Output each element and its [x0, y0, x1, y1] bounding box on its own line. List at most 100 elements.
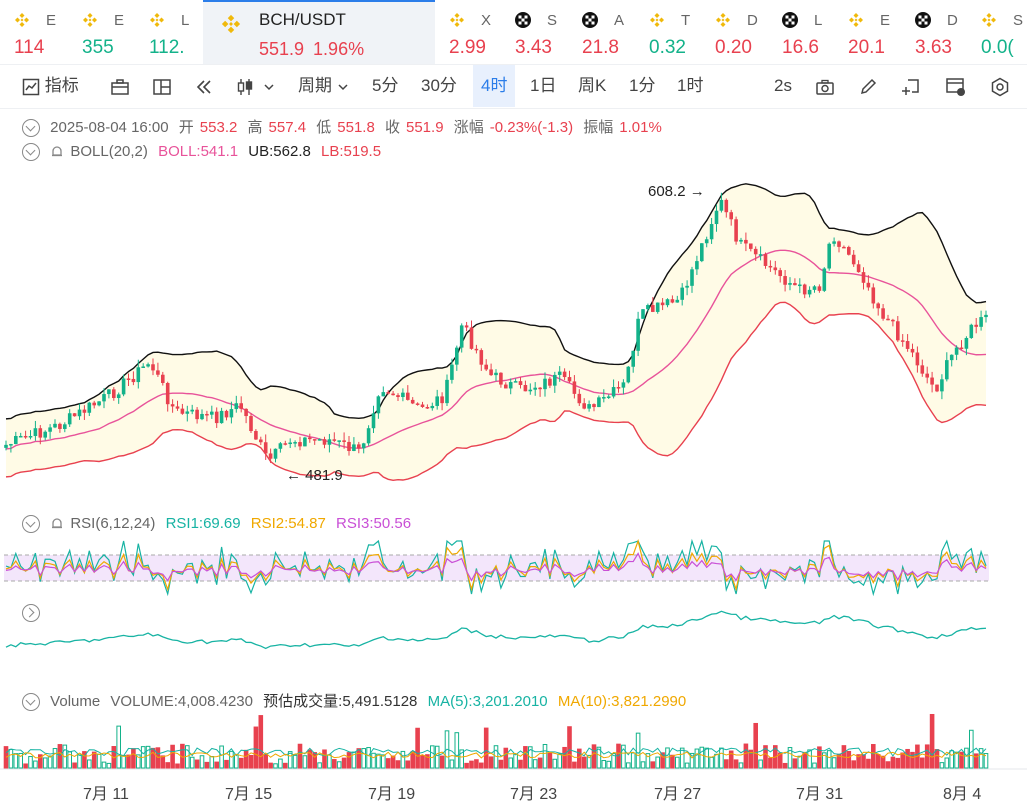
interval-4[interactable]: 周K — [578, 76, 607, 95]
interval-3[interactable]: 1日 — [530, 76, 557, 95]
boll-lower-line — [5, 301, 987, 481]
volume-bar — [322, 749, 327, 769]
binance-icon — [149, 12, 165, 28]
volume-bar — [33, 760, 38, 769]
low-value: 551.8 — [337, 119, 375, 136]
screenshot-button[interactable] — [815, 73, 835, 99]
ticker-12[interactable]: S 0.0( — [967, 0, 1027, 64]
candle-body — [881, 308, 885, 319]
candle-body — [729, 212, 733, 220]
ticker-7[interactable]: T 0.32 — [635, 0, 701, 64]
candle-body — [415, 403, 420, 405]
settings-button[interactable] — [990, 73, 1010, 99]
candle-body — [626, 366, 631, 383]
interval-5[interactable]: 1分 — [629, 76, 656, 95]
interval-1[interactable]: 30分 — [421, 76, 457, 95]
candle-body — [611, 387, 616, 397]
volume-bar — [650, 761, 656, 769]
candle-body — [4, 444, 8, 448]
candle-body — [646, 305, 650, 310]
ticker-10[interactable]: E 20.1 — [834, 0, 901, 64]
boll-band-fill — [6, 183, 986, 481]
volume-bar — [542, 743, 548, 769]
candle-body — [352, 444, 356, 452]
layout-button[interactable] — [110, 73, 130, 99]
ticker-price-value: 20.1 — [848, 37, 885, 58]
expand-icon[interactable] — [22, 604, 40, 623]
collapse-icon[interactable] — [22, 143, 40, 162]
ticker-8[interactable]: D 0.20 — [701, 0, 768, 64]
rsi2-value: RSI2:54.87 — [250, 515, 326, 532]
volume-value: VOLUME:4,008.4230 — [110, 693, 253, 710]
ticker-9[interactable]: L 16.6 — [768, 0, 834, 64]
candle-body — [670, 299, 675, 303]
volume-bar — [577, 748, 582, 769]
volume-bar — [410, 751, 415, 769]
collapse-icon[interactable] — [22, 693, 40, 712]
volume-bar — [150, 747, 156, 769]
volume-bar — [390, 755, 396, 769]
bell-icon[interactable] — [50, 145, 64, 159]
ticker-2[interactable]: L 112. — [135, 0, 203, 64]
ticker-0[interactable]: E 114 — [0, 0, 68, 64]
ticker-3[interactable]: BCH/USDT 551.9 1.96% — [203, 0, 435, 64]
candle-body — [744, 239, 748, 244]
volume-bar — [547, 752, 553, 769]
candle-body — [905, 341, 910, 349]
interval-6[interactable]: 1时 — [677, 76, 704, 95]
period-label: 周期 — [298, 76, 332, 95]
ticker-4[interactable]: X 2.99 — [435, 0, 501, 64]
add-indicator-button[interactable] — [900, 73, 920, 99]
volume-bar — [332, 759, 337, 769]
ticker-11[interactable]: D 3.63 — [901, 0, 967, 64]
volume-bar — [336, 761, 342, 769]
collapse-icon[interactable] — [22, 515, 40, 534]
volume-bar — [675, 756, 680, 769]
candle-body — [278, 443, 283, 449]
interval-0[interactable]: 5分 — [372, 76, 399, 95]
candle-body — [268, 453, 273, 459]
volume-bar — [28, 756, 33, 769]
candle-body — [121, 378, 126, 395]
volume-bar — [23, 763, 28, 769]
candle-body — [312, 439, 317, 441]
volume-bar — [660, 752, 665, 769]
collapse-icon[interactable] — [22, 119, 40, 138]
interval-2[interactable]: 4时 — [473, 65, 516, 107]
boll-mid: BOLL:541.1 — [158, 143, 239, 160]
ticker-price-value: 21.8 — [582, 37, 619, 58]
period-dropdown[interactable]: 周期 — [298, 73, 349, 99]
bell-icon[interactable] — [50, 517, 64, 531]
volume-bar — [77, 754, 82, 769]
refresh-rate[interactable]: 2s — [774, 76, 792, 95]
ticker-6[interactable]: A 21.8 — [568, 0, 635, 64]
candle-body — [665, 299, 670, 306]
candle-body — [136, 367, 141, 383]
volume-bar — [640, 761, 646, 769]
x-axis-label: 7月 15 — [225, 786, 273, 803]
split-button[interactable] — [152, 73, 172, 99]
candle-body — [876, 303, 880, 309]
volume-bar — [258, 715, 264, 769]
ticker-5[interactable]: S 3.43 — [501, 0, 568, 64]
candle-body — [925, 373, 929, 378]
draw-button[interactable] — [858, 73, 878, 99]
ticker-price: 0.0( — [981, 37, 1014, 59]
candle-body — [263, 442, 268, 454]
ticker-price: 355 — [82, 37, 114, 59]
replay-button[interactable] — [194, 73, 214, 99]
volume-bar — [439, 755, 445, 769]
chart-type-button[interactable] — [236, 73, 275, 99]
volume-bar — [630, 752, 636, 769]
x-axis-label: 7月 23 — [510, 786, 558, 803]
candle-body — [165, 382, 170, 405]
volume-bar — [719, 747, 724, 769]
volume-bar — [479, 762, 484, 769]
candle-body — [116, 394, 121, 399]
alert-button[interactable] — [945, 73, 967, 99]
indicators-button[interactable]: 指标 — [22, 73, 79, 99]
grid-icon — [153, 78, 171, 95]
volume-bar — [165, 762, 170, 769]
ticker-1[interactable]: E 355 — [68, 0, 135, 64]
